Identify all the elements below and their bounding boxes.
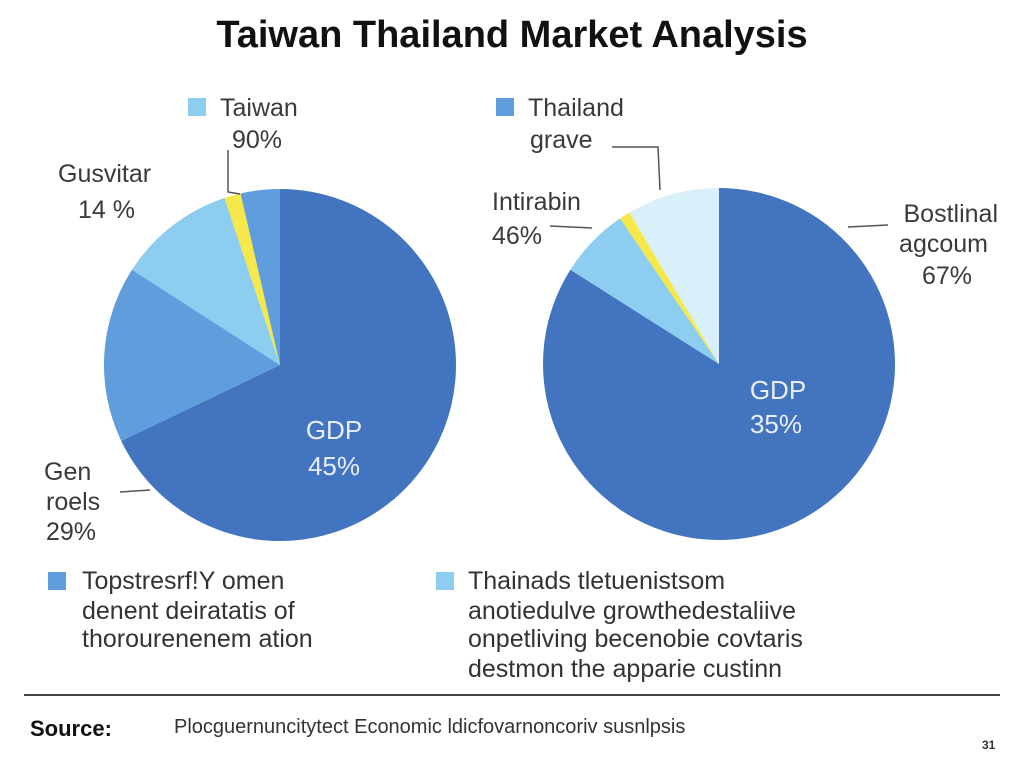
label-thailand-grave: grave (530, 126, 593, 154)
legend-swatch-taiwan (188, 98, 206, 116)
pie-chart-thailand (542, 188, 895, 540)
label-gen-value: 29% (46, 518, 97, 546)
label-bostlinal-value: 67% (921, 262, 972, 290)
leader-line-gen-roels (119, 489, 151, 493)
legend-swatch-right (436, 572, 454, 590)
label-intirabin-value: 46% (492, 222, 543, 250)
label-gdp-right-value: 35% (749, 409, 803, 439)
pie-slice-slice-3 (224, 193, 280, 365)
pie-slice-intirabin (570, 218, 719, 364)
page-number: 31 (982, 738, 996, 752)
label-gdp-left-value: 45% (307, 451, 361, 481)
pie-slice-gdp (542, 188, 895, 540)
label-gdp-left-name: GDP (305, 415, 363, 445)
label-gen-line2: roels (46, 488, 101, 516)
legend-left-line2: denent deiratatis of (82, 597, 295, 625)
label-taiwan-name: Taiwan (220, 94, 298, 122)
pie-slice-gen-roels (103, 269, 280, 441)
footer-source-label: Source: (30, 716, 112, 741)
label-bostlinal-line2: agcoum (899, 230, 988, 258)
leader-line-taiwan (227, 150, 241, 195)
leader-line-thailand-grave (612, 146, 661, 191)
label-gdp-right-name: GDP (749, 375, 807, 405)
legend-right-line1: Thainads tletuenistsom (468, 567, 726, 595)
legend-right-line3: onpetliving becenobie covtaris (468, 625, 803, 653)
legend-right-line4: destmon the apparie custinn (468, 655, 783, 683)
footer-divider (24, 694, 1000, 696)
legend-left-line3: thorourenenem ation (82, 625, 313, 653)
legend-left-line1: Topstresrf!Y omen (82, 567, 285, 595)
pie-chart-taiwan (103, 189, 456, 541)
footer-source-text: Plocguernuncitytect Economic ldicfovarno… (174, 716, 686, 738)
label-thailand-name: Thailand (528, 94, 624, 122)
legend-swatch-thailand (496, 98, 514, 116)
label-taiwan-value: 90% (232, 126, 283, 154)
label-gusvitar-name: Gusvitar (58, 160, 152, 188)
legend-swatch-left (48, 572, 66, 590)
pie-slice-taiwan (240, 189, 280, 365)
chart-title: Taiwan Thailand Market Analysis (216, 14, 808, 56)
pie-slice-gdp (121, 189, 456, 541)
leader-line-bostlinal (847, 224, 889, 228)
label-intirabin-name: Intirabin (492, 188, 581, 216)
pie-slice-slice-2 (620, 212, 719, 364)
label-gusvitar-value: 14 % (78, 196, 135, 224)
legend-right-line2: anotiedulve growthedestaliive (468, 597, 796, 625)
leader-lines (119, 146, 889, 493)
label-bostlinal-line1: Bostlinal (903, 200, 999, 228)
pie-slice-thailand-grave (629, 188, 719, 364)
label-gen-line1: Gen (44, 458, 92, 486)
leader-line-intirabin (549, 225, 593, 229)
pie-slice-gusvitar (131, 197, 280, 365)
